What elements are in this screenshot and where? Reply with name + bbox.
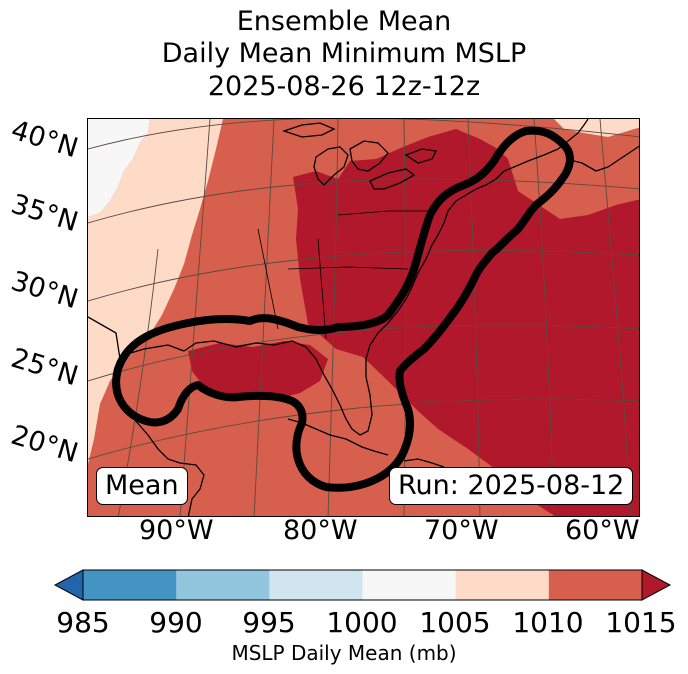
colorbar-segment-995 <box>269 570 363 600</box>
meridian-65 <box>533 119 555 516</box>
lat-label-30: 30°N <box>7 265 82 316</box>
colorbar-segments <box>53 569 672 601</box>
lon-label-70w: 70°W <box>424 515 499 546</box>
lake-huron <box>349 140 389 172</box>
title-line-1: Ensemble Mean <box>236 6 452 37</box>
map-canvas <box>88 119 639 516</box>
lake-ontario <box>404 148 437 164</box>
colorbar-tick-1005: 1005 <box>419 606 491 639</box>
border-line-4 <box>317 238 327 340</box>
border-line-2 <box>287 266 409 270</box>
hispaniola-coast <box>403 458 445 468</box>
lake-superior <box>281 122 336 138</box>
lake-erie <box>369 168 416 190</box>
colorbar-tick-1015: 1015 <box>605 606 677 639</box>
lon-label-80w: 80°W <box>283 515 358 546</box>
parallel-35 <box>88 178 639 224</box>
lat-label-35: 35°N <box>7 188 82 239</box>
lake-michigan <box>313 146 349 186</box>
nova-scotia-coast <box>565 145 639 172</box>
title-line-3: 2025-08-26 12z-12z <box>207 71 481 102</box>
pressure-band-1015-gulf <box>188 341 328 399</box>
colorbar-under-arrow <box>53 569 84 601</box>
gulf-coast-west <box>88 316 205 516</box>
colorbar-tick-985: 985 <box>56 606 110 639</box>
colorbar-tick-990: 990 <box>149 606 203 639</box>
lon-label-90w: 90°W <box>139 515 214 546</box>
graticule <box>88 119 639 516</box>
colorbar-segment-990 <box>176 570 270 600</box>
colorbar-segment-1000 <box>362 570 457 600</box>
colorbar-tick-1010: 1010 <box>512 606 584 639</box>
colorbar-tick-995: 995 <box>242 606 296 639</box>
colorbar <box>53 569 672 601</box>
pressure-band-1000 <box>88 119 150 217</box>
contour-outline <box>112 126 574 492</box>
meridian-75 <box>403 119 406 516</box>
meridian-70 <box>467 119 481 516</box>
colorbar-label: MSLP Daily Mean (mb) <box>231 641 457 665</box>
parallel-40 <box>88 119 639 150</box>
great-lakes <box>281 122 437 190</box>
lon-label-60w: 60°W <box>565 515 640 546</box>
colorbar-segment-985 <box>83 570 177 600</box>
border-line-1 <box>337 210 428 216</box>
pressure-band-1005-west <box>88 119 223 464</box>
map-panel <box>87 118 640 517</box>
lat-label-25: 25°N <box>7 342 82 393</box>
meridian-80 <box>327 119 339 516</box>
parallel-30 <box>88 249 639 302</box>
title-line-2: Daily Mean Minimum MSLP <box>161 38 527 69</box>
colorbar-segment-1010 <box>548 570 643 600</box>
state-borders <box>257 210 428 340</box>
border-line-3 <box>257 228 279 330</box>
colorbar-over-arrow <box>641 569 672 601</box>
run-date-box: Run: 2025-08-12 <box>389 467 634 505</box>
meridian-60 <box>599 119 632 516</box>
parallel-20 <box>88 398 639 460</box>
southeast-east-coast <box>123 148 559 436</box>
lat-label-20: 20°N <box>7 419 82 470</box>
colorbar-tick-1000: 1000 <box>326 606 398 639</box>
lat-label-40: 40°N <box>7 114 82 165</box>
colorbar-segment-1005 <box>455 570 550 600</box>
parallel-25 <box>88 324 639 382</box>
colorbar-frame <box>82 569 643 601</box>
mean-label-box: Mean <box>96 467 188 505</box>
meridian-85 <box>253 119 275 516</box>
pressure-band-1005-northeast <box>554 119 639 137</box>
pressure-band-1015-east <box>293 129 639 516</box>
